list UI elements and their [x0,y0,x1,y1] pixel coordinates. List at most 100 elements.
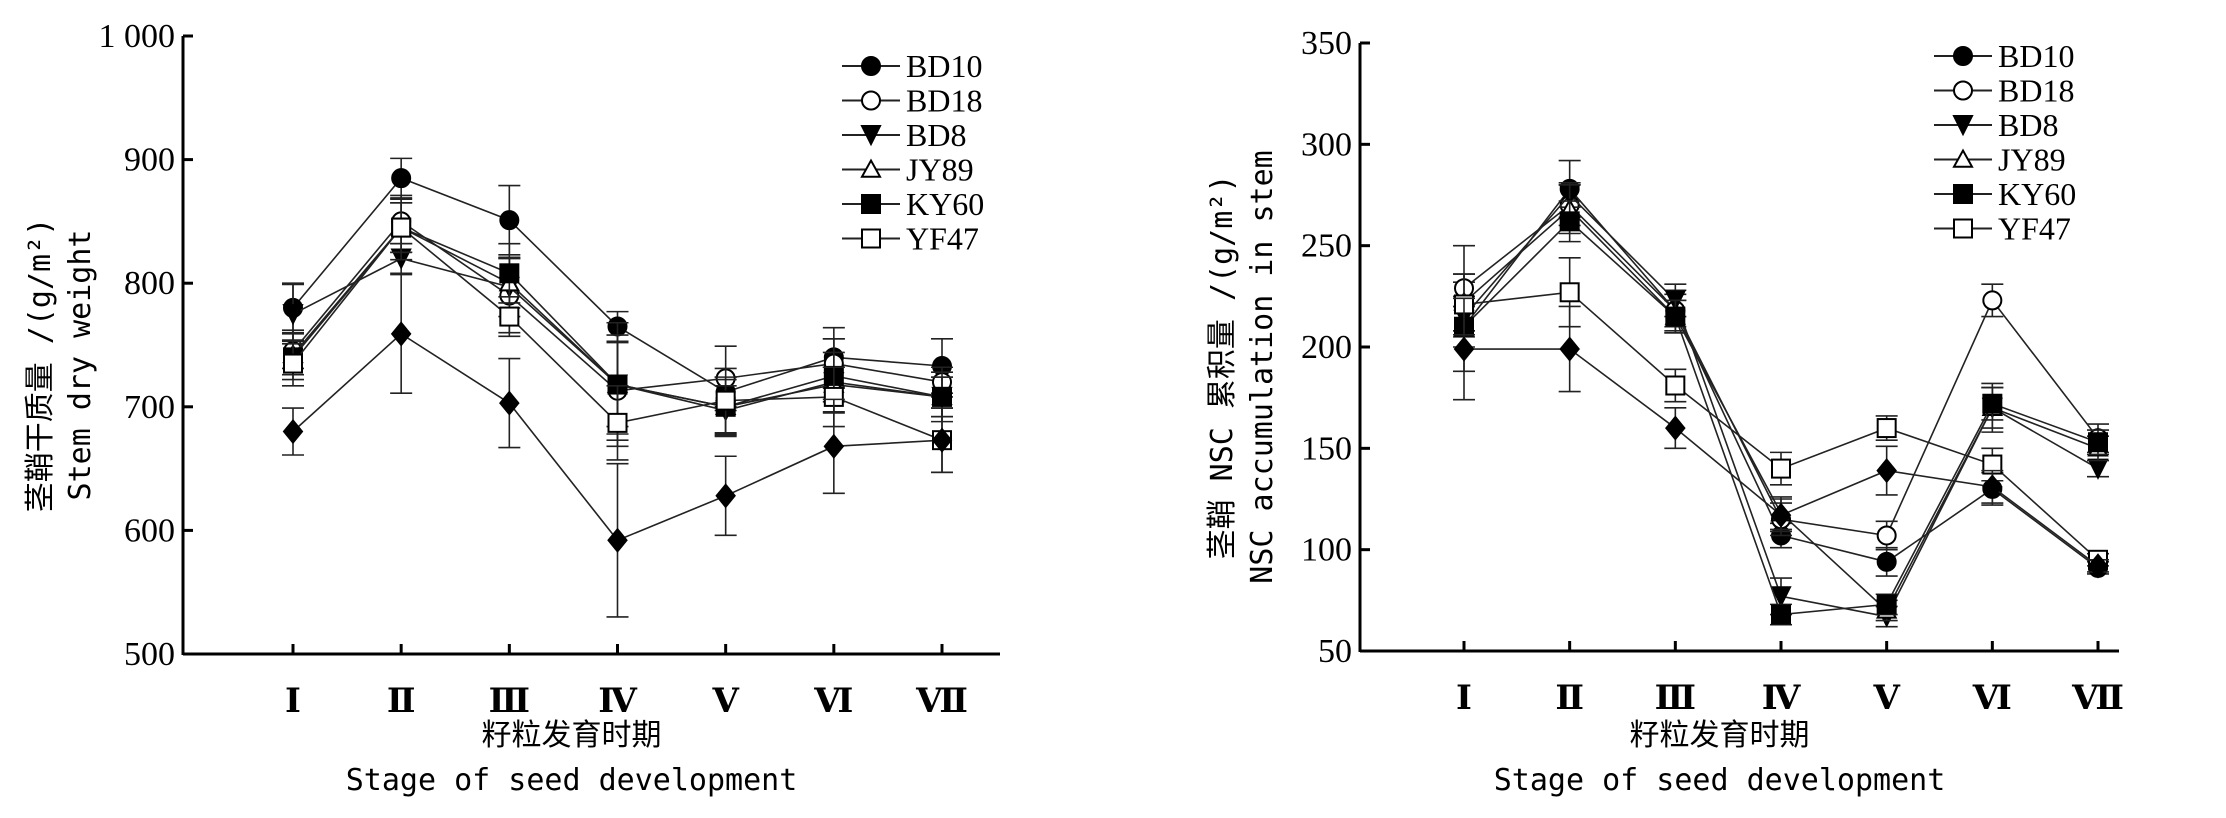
legend-item: BD8 [842,117,966,153]
data-point [390,321,412,347]
y-tick-label: 300 [1301,126,1352,163]
x-axis-label-cn: 籽粒发育时期 [1630,718,1810,753]
x-tick-label: Ⅶ [2071,678,2124,718]
series-unlabeled [282,273,953,618]
y-axis-label-cn: 茎鞘 NSC 累积量 /(g/m²) [1205,175,1240,560]
legend-label: BD18 [1998,73,2074,109]
legend-item: JY89 [1934,142,2066,178]
chart-1: 50 100 150 200 250 300 350 Ⅰ Ⅱ Ⅲ Ⅳ Ⅴ Ⅵ Ⅶ 籽粒发育时期 Stage o… [1205,25,2124,798]
legend-item: YF47 [842,221,979,257]
legend-label: JY89 [906,152,974,188]
legend-label: BD8 [906,117,966,153]
y-tick-label: 1 000 [99,18,176,55]
y-tick-label: 350 [1301,25,1352,62]
legend-label: KY60 [1998,176,2076,212]
y-axis-label: Stem dry weight [63,230,98,501]
series-line [1463,208,2099,612]
data-point [1876,458,1897,484]
data-point [283,353,303,374]
legend-label: BD10 [906,48,982,84]
y-tick-label: 50 [1318,633,1352,670]
x-tick-label: Ⅳ [1762,678,1802,718]
legend-item: YF47 [1934,211,2071,247]
legend-marker [861,56,881,76]
x-tick-label: Ⅳ [598,681,638,721]
legend-marker [861,90,881,111]
legend-item: BD18 [1934,73,2074,109]
data-point [1665,375,1686,396]
x-axis-label: Stage of seed development [346,763,798,798]
series-ky60 [1453,200,2109,626]
legend-marker [1953,184,1973,204]
data-point [715,390,736,411]
y-tick-label: 150 [1301,430,1352,467]
legend-item: BD10 [842,48,982,84]
x-axis-label: Stage of seed development [1494,763,1946,798]
x-tick-label: Ⅶ [915,681,968,721]
data-point [499,210,520,231]
y-tick-label: 700 [124,389,175,426]
data-point [1876,551,1897,572]
x-tick-label: Ⅴ [1872,678,1900,718]
data-point [607,527,628,553]
y-tick-label: 200 [1301,329,1352,366]
data-point [2087,553,2109,579]
y-tick-label: 600 [124,512,175,549]
data-point [499,390,520,416]
series-jy89 [1453,184,2109,622]
data-point [1982,393,2003,414]
y-tick-label: 900 [124,142,175,179]
legend-item: KY60 [842,186,984,222]
data-point [931,427,953,453]
legend-label: BD8 [1998,107,2058,143]
data-point [1559,282,1580,303]
data-point [1982,474,2003,500]
legend-label: BD10 [1998,38,2074,74]
legend-item: BD10 [1934,38,2074,74]
x-tick-label: Ⅲ [1655,678,1696,718]
y-axis-label: NSC accumulation in stem [1245,150,1280,583]
data-point [1982,290,2003,311]
chart-0: 500 600 700 800 900 1 000 Ⅰ Ⅱ Ⅲ Ⅳ Ⅴ Ⅵ Ⅶ 籽粒发育时期 Stage o… [23,18,1000,798]
legend-marker [1953,46,1973,66]
legend-item: KY60 [1934,176,2076,212]
data-point [715,483,736,509]
data-point [282,418,304,445]
data-point [1665,306,1686,327]
data-point [932,386,952,407]
x-tick-label: Ⅰ [1456,678,1472,718]
y-tick-label: 500 [124,636,175,673]
legend-item: BD18 [842,83,982,119]
y-axis-label-cn: 茎鞘干质量 /(g/m²) [23,218,58,513]
series-yf47 [282,194,953,474]
x-tick-label: Ⅵ [1972,678,2012,718]
legend-marker [860,125,882,147]
x-tick-label: Ⅱ [1555,678,1584,718]
series-line [1463,220,2099,616]
x-tick-label: Ⅲ [489,681,530,721]
legend-marker [1953,218,1973,239]
legend-label: YF47 [906,221,979,257]
y-tick-label: 100 [1301,532,1352,569]
data-point [2087,458,2109,480]
data-point [1665,415,1686,441]
data-point [1771,604,1791,625]
x-tick-label: Ⅰ [285,681,301,721]
legend-label: KY60 [906,186,984,222]
series-bd8 [1453,182,2109,628]
data-point [1453,336,1475,362]
data-point [1876,418,1897,439]
y-tick-label: 800 [124,265,175,302]
data-point [1876,594,1897,615]
legend-marker [860,158,882,178]
legend-label: YF47 [1998,211,2071,247]
legend-item: JY89 [842,152,974,188]
x-tick-label: Ⅵ [813,681,853,721]
series-line [1463,204,2099,537]
data-point [823,433,845,459]
data-point [1876,525,1897,546]
data-point [2088,432,2108,453]
